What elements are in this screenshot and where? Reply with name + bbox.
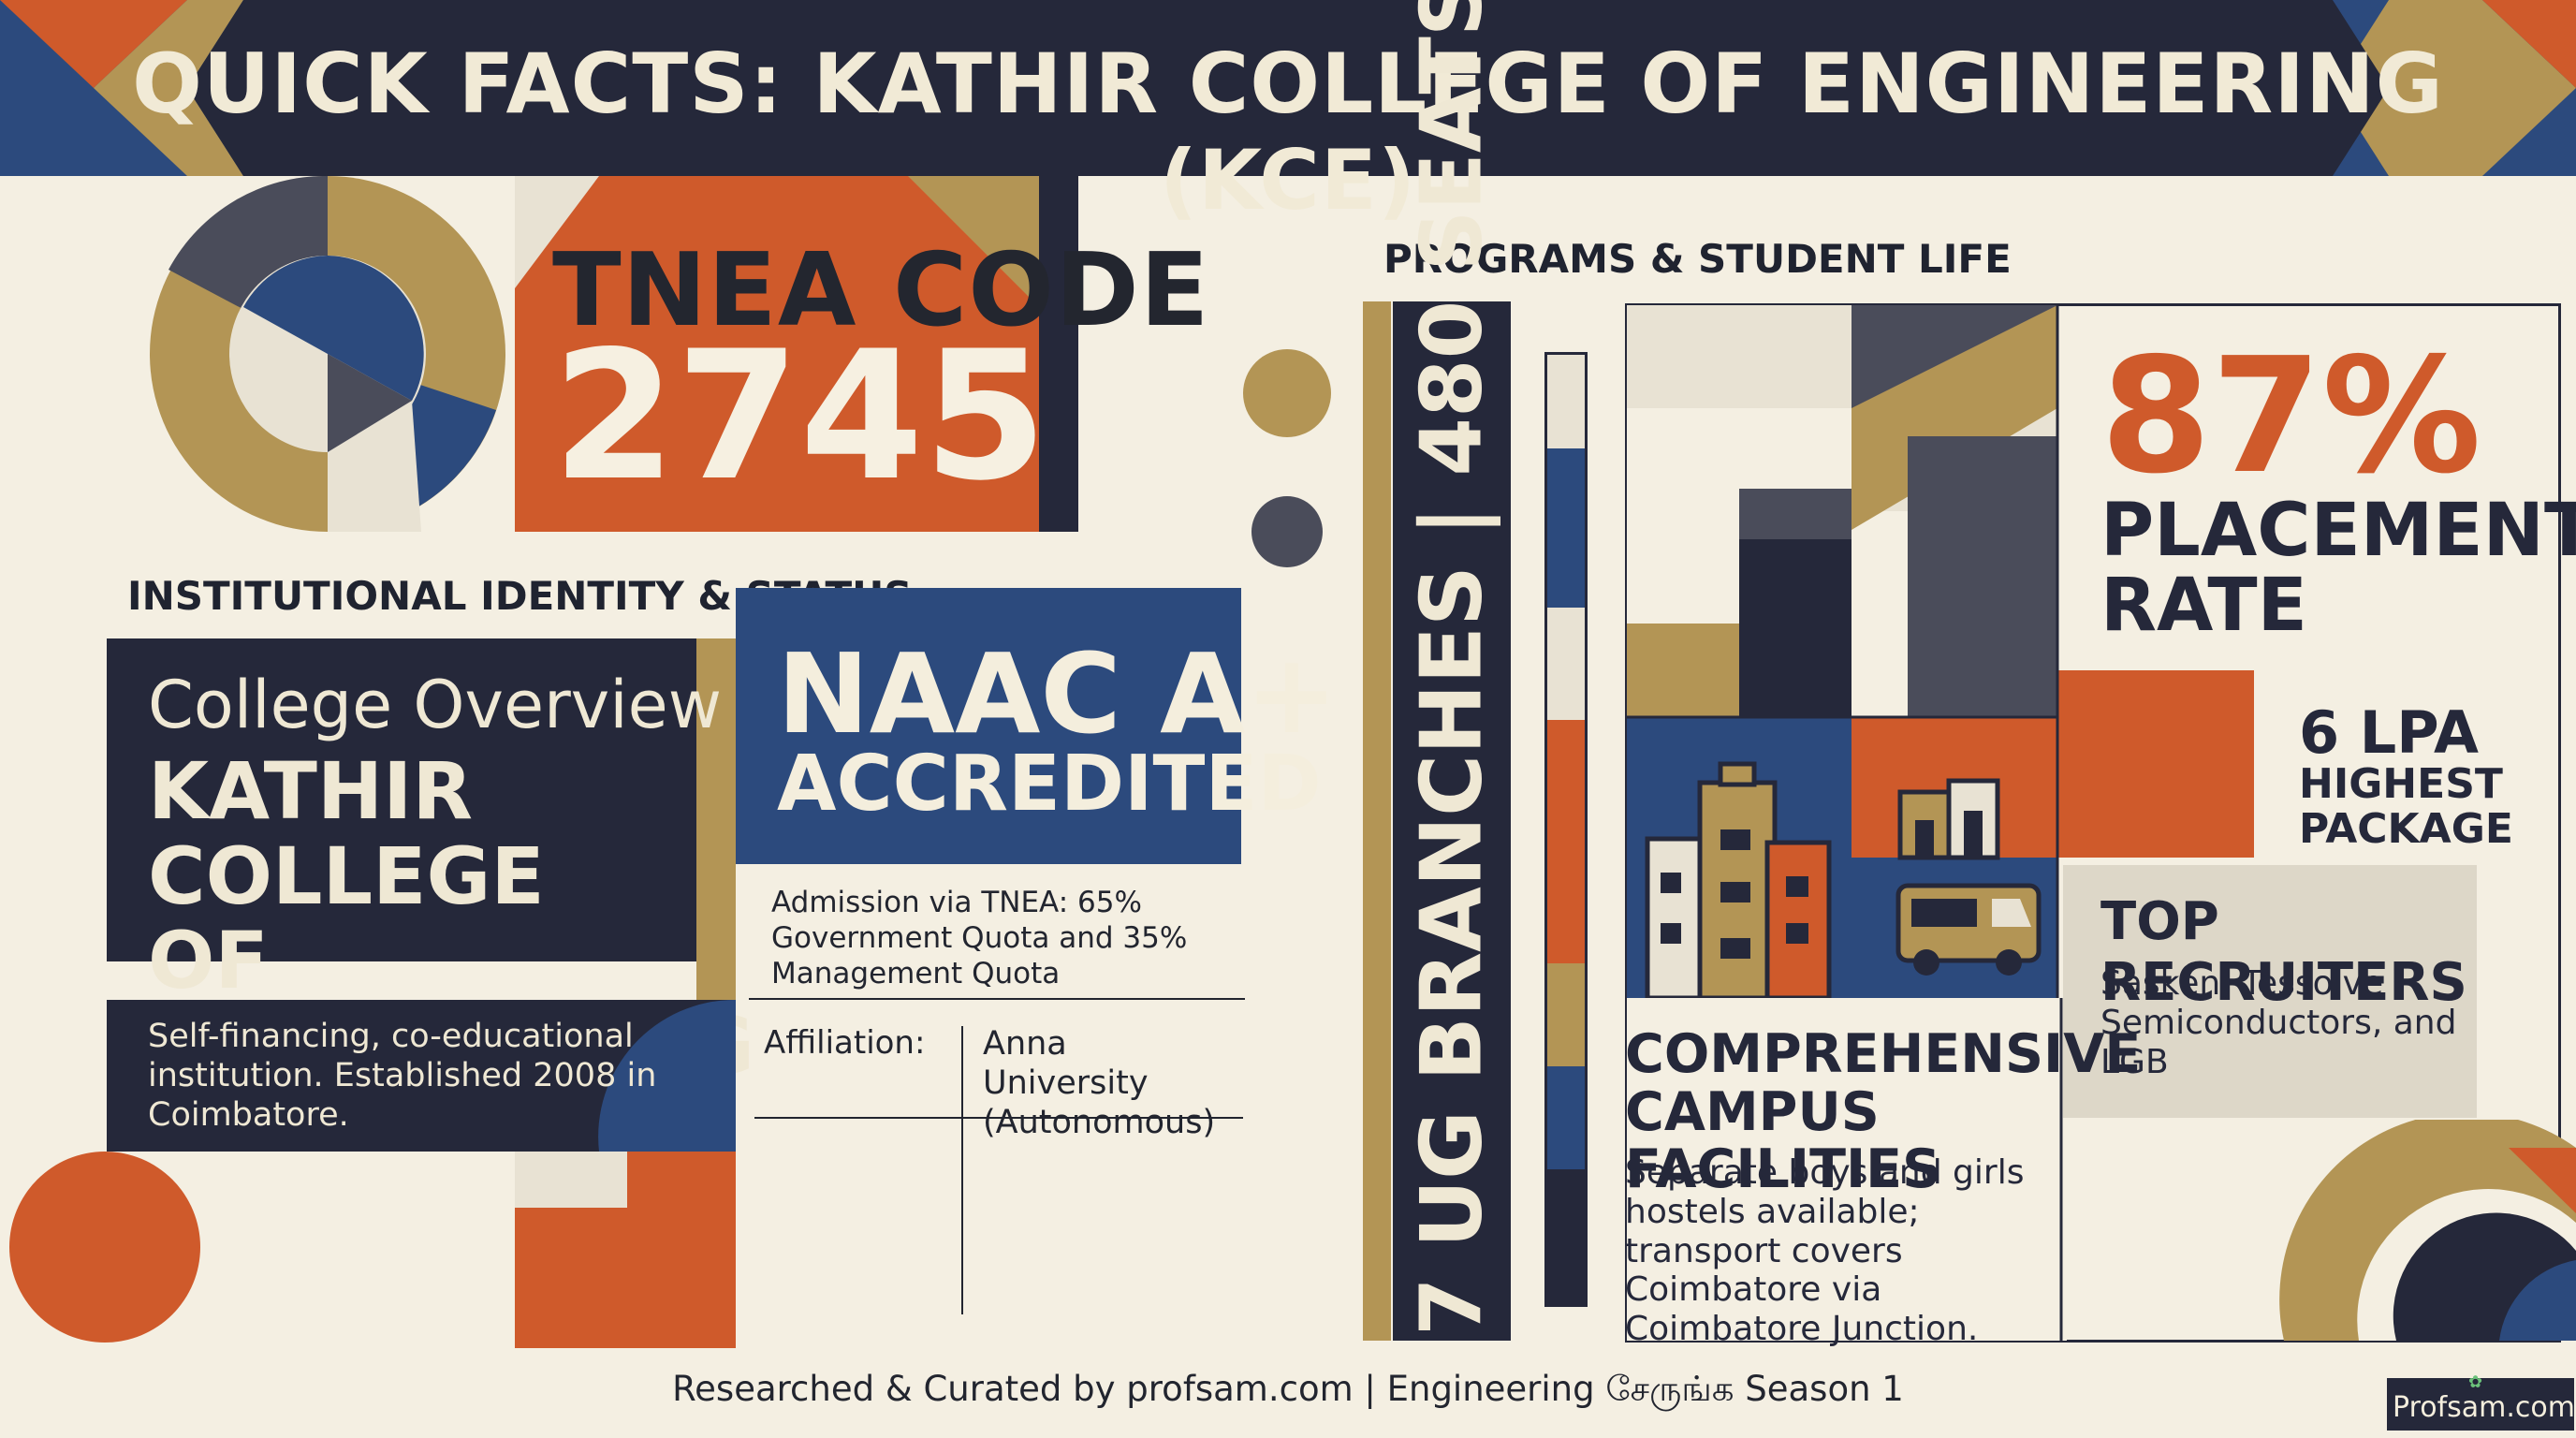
facilities-text: Separate boys and girls hostels availabl… — [1625, 1153, 2025, 1348]
placement-label: PLACEMENT RATE — [2100, 489, 2576, 648]
brand-badge — [2387, 1378, 2574, 1431]
naac-panel — [736, 588, 1241, 864]
campus-illustration — [1627, 305, 2254, 1000]
tnea-decoration — [515, 176, 1078, 532]
affiliation-table-lines — [749, 998, 1245, 1314]
highest-package-label: HIGHEST PACKAGE — [2299, 760, 2513, 854]
dots-decoration — [1243, 349, 1331, 567]
naac-grade: NAAC A+ — [777, 629, 1339, 758]
recruiters-title: TOP RECRUITERS — [2100, 891, 2467, 1013]
brand-logo-icon: ✿ — [2468, 1372, 2483, 1392]
programs-frame — [1625, 303, 2561, 1343]
admission-text: Admission via TNEA: 65% Government Quota… — [771, 886, 1188, 990]
branches-seats-text: 7 UG BRANCHES | 480 SEATS — [1402, 0, 1501, 1336]
branches-panel — [1393, 301, 1511, 1341]
recruiters-list: Sasken, Tessolve Semiconductors, and LGB — [2100, 964, 2457, 1082]
overview-subtitle: College Overview — [148, 667, 722, 743]
brand-badge-text: Profsam.com — [2393, 1391, 2575, 1424]
circle-decoration — [140, 176, 515, 532]
section-title-programs: PROGRAMS & STUDENT LIFE — [1383, 236, 2012, 282]
affiliation-value: Anna University (Autonomous) — [983, 1025, 1216, 1141]
highest-package-value: 6 LPA — [2299, 698, 2479, 767]
bottom-left-decoration — [9, 1152, 736, 1348]
facilities-title: COMPREHENSIVE CAMPUS FACILITIES — [1625, 1023, 2142, 1201]
recruiters-panel — [2063, 865, 2477, 1118]
naac-accredited: ACCREDITED — [777, 740, 1322, 829]
header-decoration — [0, 0, 2576, 176]
affiliation-label: Affiliation: — [764, 1024, 926, 1062]
color-bar — [1544, 352, 1588, 1307]
arc-decoration — [2279, 1120, 2576, 1341]
facilities-area — [1627, 998, 2067, 1341]
page-title: QUICK FACTS: KATHIR COLLEGE OF ENGINEERI… — [132, 36, 2444, 228]
footer-credit: Researched & Curated by profsam.com | En… — [672, 1369, 1904, 1409]
description-decoration — [598, 1000, 736, 1152]
description-text: Self-financing, co-educational instituti… — [148, 1018, 657, 1134]
branches-stripe — [1363, 301, 1391, 1341]
gold-strip — [696, 638, 736, 1000]
placement-percent: 87% — [2100, 324, 2481, 509]
tnea-label: TNEA CODE — [552, 232, 1210, 349]
overview-panel — [107, 638, 696, 961]
tnea-code-value: 2745 — [552, 313, 1047, 520]
